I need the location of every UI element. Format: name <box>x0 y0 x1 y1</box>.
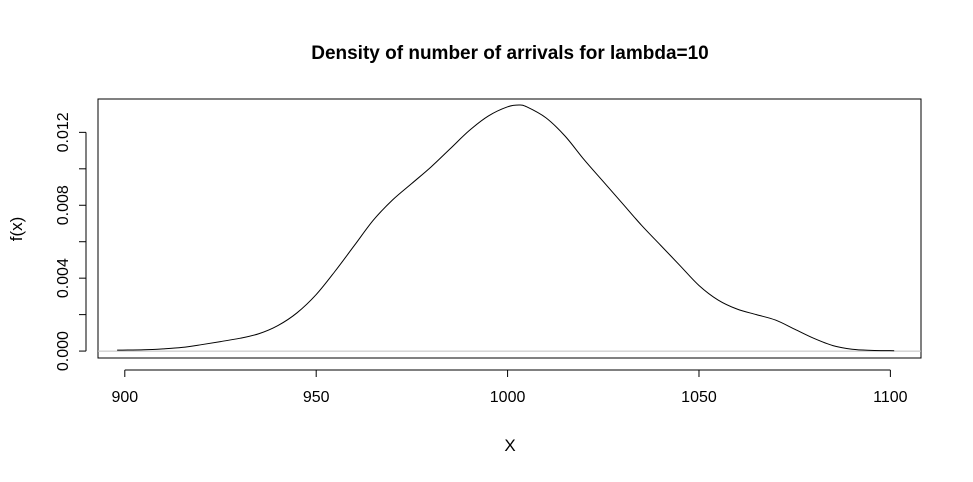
chart-title: Density of number of arrivals for lambda… <box>311 43 709 64</box>
plot-frame <box>97 98 922 359</box>
y-tick-label: 0.008 <box>55 185 72 225</box>
y-tick-label: 0.012 <box>55 112 72 152</box>
x-tick-label: 900 <box>111 389 138 406</box>
x-axis: 900 950 1000 1050 1100 <box>111 369 908 406</box>
x-axis-label: X <box>504 436 515 455</box>
x-tick-label: 1050 <box>681 389 717 406</box>
x-tick-label: 950 <box>303 389 330 406</box>
y-axis: 0.000 0.004 0.008 0.012 <box>55 112 87 371</box>
density-line <box>117 104 895 352</box>
y-axis-label: f(x) <box>7 217 26 242</box>
y-tick-label: 0.004 <box>55 258 72 298</box>
x-tick-label: 1100 <box>873 389 908 406</box>
y-tick-label: 0.000 <box>55 331 72 371</box>
x-tick-label: 1000 <box>490 389 526 406</box>
